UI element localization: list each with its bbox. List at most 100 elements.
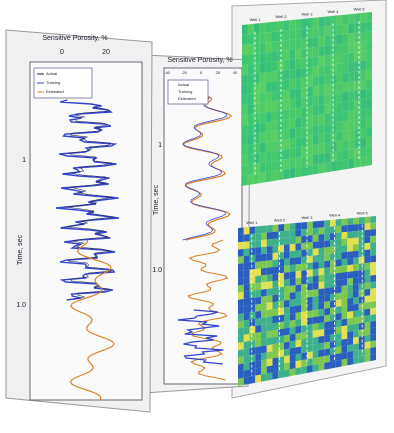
heatmap-cell [271,150,278,162]
heatmap-cell [341,245,348,253]
heatmap-cell [284,313,290,322]
heatmap-cell [261,310,267,318]
heatmap-cell [259,42,266,54]
heatmap-cell [255,247,261,255]
heatmap-cell [312,364,319,372]
heatmap-cell [364,315,371,323]
heatmap-cell [272,280,279,289]
heatmap-cell [312,114,319,126]
heatmap-cell [247,174,254,186]
heatmap-cell [324,74,331,85]
heatmap-cell [238,341,244,351]
heatmap-cell [255,296,261,305]
heatmap-cell [358,315,365,324]
heatmap-cell [318,329,325,337]
heatmap-cell [312,75,319,87]
heatmap-cell [261,253,267,262]
heatmap-cell [364,255,371,264]
heatmap-cell [341,318,348,327]
heatmap-cell [312,17,319,28]
heatmap-cell [272,371,279,380]
heatmap-cell [259,52,266,64]
heatmap-cell [295,250,302,258]
heatmap-cell [259,122,266,134]
heatmap-cell [358,329,365,337]
heatmap-cell [318,315,325,324]
heatmap-cell [266,225,273,233]
heatmap-cell [318,26,325,37]
heatmap-cell [289,326,296,335]
heatmap-cell [318,362,325,371]
heatmap-cell [265,131,272,143]
heatmap-cell [324,123,331,134]
heatmap-cell [284,237,290,245]
heatmap-cell [255,353,261,362]
heatmap-cell [243,312,250,321]
heatmap-cell [318,220,325,228]
heatmap-cell [318,308,325,317]
heatmap-cell [242,74,248,86]
heatmap-cell [295,325,302,334]
heatmap-cell [347,324,353,333]
heatmap-cell [272,329,279,338]
heatmap-cell [277,30,284,42]
heatmap-cell [353,244,359,252]
heatmap-cell [272,343,279,352]
heatmap-cell [301,87,307,98]
heatmap-cell [336,92,343,103]
heatmap-cell [330,34,337,46]
heatmap-cell [347,297,353,306]
heatmap-cell [312,255,319,263]
heatmap-cell [272,364,279,373]
heatmap-cell [261,373,267,382]
time-tick: 1 [158,142,162,149]
heatmap-cell [301,324,307,333]
heatmap-cell [284,348,290,357]
heatmap-cell [284,327,290,336]
heatmap-cell [370,229,376,237]
heatmap-cell [341,298,348,307]
heatmap-cell [370,333,376,342]
heatmap-cell [353,270,359,278]
heatmap-cell [341,305,348,313]
heatmap-cell [336,82,343,94]
heatmap-cell [336,63,343,74]
heatmap-cell [318,55,325,67]
heatmap-cell [307,324,313,332]
heatmap-cell [341,352,348,360]
heatmap-cell [341,338,348,347]
heatmap-cell [278,349,284,358]
heatmap-cell [335,306,342,314]
heatmap-cell [370,268,376,276]
heatmap-cell [283,59,290,71]
heatmap-cell [289,88,296,100]
heatmap-cell [324,132,331,144]
heatmap-cell [289,257,296,266]
heatmap-cell [255,310,261,319]
heatmap-cell [261,303,267,311]
heatmap-cell [307,135,313,147]
heatmap-cell [238,284,244,293]
heatmap-cell [307,17,313,29]
heatmap-cell [370,327,376,335]
heatmap-cell [353,336,359,345]
heatmap-cell [242,175,248,186]
heatmap-cell [330,141,337,153]
heatmap-cell [341,258,348,266]
heatmap-cell [301,67,307,79]
heatmap-cell [335,225,342,233]
heatmap-cell [272,308,279,317]
heatmap-cell [347,231,353,239]
heatmap-cell [284,223,290,231]
heatmap-cell [283,138,290,150]
heatmap-cell [249,333,256,342]
heatmap-cell [358,322,365,331]
heatmap-cell [266,281,273,289]
heatmap-cell [289,354,296,363]
heatmap-cell [272,238,279,247]
heatmap-cell [289,243,296,252]
heatmap-cell [242,144,248,156]
heatmap-cell [354,138,361,149]
heatmap-cell [348,158,355,169]
heatmap-cell [255,346,261,355]
